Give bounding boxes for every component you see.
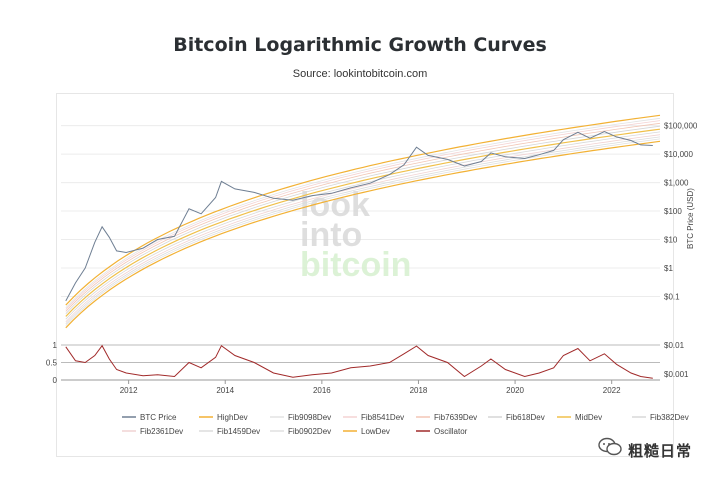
legend-label: Oscillator — [434, 427, 468, 436]
x-tick-label: 2022 — [603, 386, 621, 395]
watermark-text: bitcoin — [300, 246, 411, 284]
legend-label: Fib7639Dev — [434, 413, 477, 422]
oscillator-left-tick-label: 0.5 — [46, 359, 58, 368]
legend-label: LowDev — [361, 427, 390, 436]
oscillator-right-tick-label: $0.001 — [664, 370, 689, 379]
legend-label: Fib1459Dev — [217, 427, 260, 436]
oscillator-right-tick-label: $0.01 — [664, 341, 685, 350]
legend-label: Fib8541Dev — [361, 413, 404, 422]
watermark-text: into — [300, 216, 362, 254]
x-tick-label: 2016 — [313, 386, 331, 395]
y-axis-label: BTC Price (USD) — [686, 188, 695, 249]
band-line-fib7639dev — [65, 122, 661, 312]
x-tick-label: 2018 — [410, 386, 428, 395]
band-line-fib1459dev — [65, 136, 661, 325]
btc-price-line — [65, 130, 653, 302]
band-line-middev — [65, 128, 661, 317]
y-tick-label: $100 — [664, 207, 682, 216]
chart-title: Bitcoin Logarithmic Growth Curves — [173, 34, 547, 56]
y-tick-label: $100,000 — [664, 122, 698, 131]
legend-label: Fib9098Dev — [288, 413, 331, 422]
legend-label: Fib618Dev — [506, 413, 545, 422]
band-line-fib0902dev — [65, 138, 661, 326]
y-tick-label: $0.1 — [664, 293, 680, 302]
band-line-lowdev — [65, 140, 661, 329]
x-tick-label: 2014 — [216, 386, 234, 395]
band-line-fib2361dev — [65, 134, 661, 323]
band-line-fib382dev — [65, 131, 661, 320]
x-tick-label: 2020 — [506, 386, 524, 395]
chart-subtitle: Source: lookintobitcoin.com — [292, 68, 428, 80]
wechat-icon — [598, 437, 622, 457]
y-tick-label: $10 — [664, 236, 678, 245]
band-line-highdev — [65, 114, 661, 306]
band-line-fib9098dev — [65, 117, 661, 309]
band-line-fib618dev — [65, 125, 661, 314]
legend-label: Fib0902Dev — [288, 427, 331, 436]
legend-label: Fib382Dev — [650, 413, 689, 422]
legend-label: HighDev — [217, 413, 248, 422]
legend-label: BTC Price — [140, 413, 177, 422]
y-tick-label: $1 — [664, 264, 673, 273]
oscillator-left-tick-label: 0 — [53, 376, 58, 385]
y-tick-label: $1,000 — [664, 179, 689, 188]
chart-frame — [56, 93, 674, 457]
y-tick-label: $10,000 — [664, 150, 693, 159]
oscillator-left-tick-label: 1 — [53, 341, 58, 350]
x-tick-label: 2012 — [120, 386, 138, 395]
oscillator-line — [65, 344, 653, 379]
corner-badge-text: 粗糙日常 — [628, 443, 693, 460]
legend-label: Fib2361Dev — [140, 427, 183, 436]
legend-label: MidDev — [575, 413, 602, 422]
